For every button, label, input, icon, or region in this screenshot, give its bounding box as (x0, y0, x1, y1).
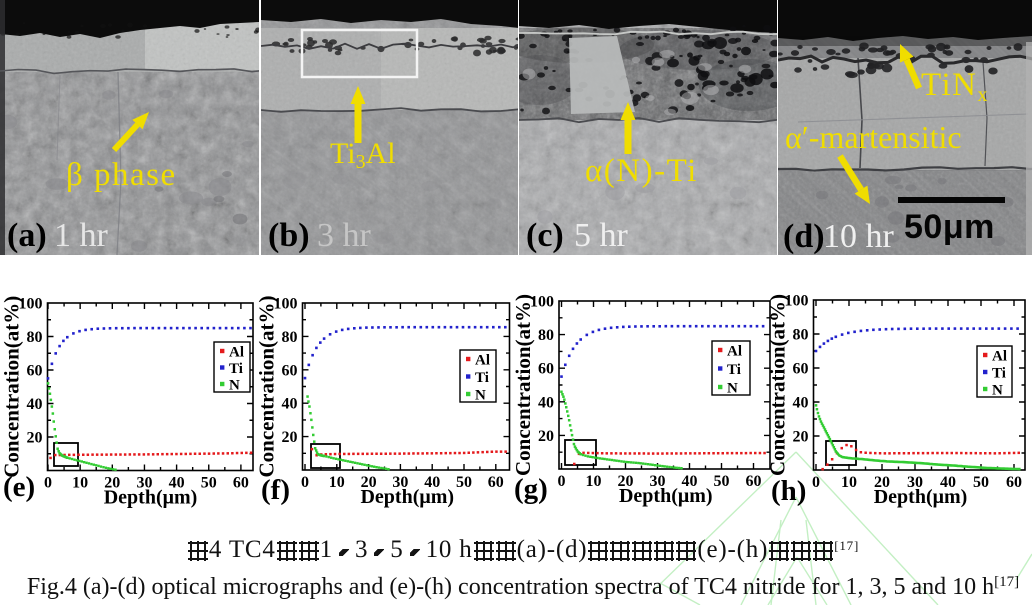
svg-text:30: 30 (907, 474, 923, 491)
svg-text:100: 100 (274, 296, 298, 313)
svg-text:(d): (d) (783, 218, 825, 255)
svg-text:Ti: Ti (475, 370, 489, 386)
svg-text:Al: Al (727, 344, 742, 360)
svg-text:50: 50 (201, 475, 217, 492)
svg-text:0: 0 (812, 474, 820, 491)
svg-text:Al: Al (229, 345, 244, 361)
svg-text:50μm: 50μm (904, 208, 995, 246)
svg-text:0: 0 (301, 474, 309, 491)
svg-text:40: 40 (793, 395, 809, 412)
svg-text:(g): (g) (514, 473, 548, 505)
svg-text:Depth(μm): Depth(μm) (104, 487, 198, 509)
svg-text:3 hr: 3 hr (317, 217, 372, 254)
svg-text:80: 80 (27, 329, 43, 346)
svg-text:60: 60 (538, 361, 554, 378)
svg-text:20: 20 (361, 474, 377, 491)
svg-text:30: 30 (136, 475, 152, 492)
svg-text:20: 20 (793, 429, 809, 446)
svg-text:Al: Al (475, 353, 490, 369)
svg-text:Ti: Ti (727, 362, 741, 378)
svg-text:Concentration(at%): Concentration(at%) (0, 296, 24, 478)
svg-text:0: 0 (44, 475, 52, 492)
svg-text:10: 10 (841, 474, 857, 491)
svg-text:40: 40 (27, 396, 43, 413)
svg-text:100: 100 (785, 293, 809, 310)
svg-text:60: 60 (488, 474, 504, 491)
svg-text:β phase: β phase (66, 157, 177, 193)
svg-text:(a): (a) (7, 217, 47, 254)
svg-text:60: 60 (746, 473, 762, 490)
svg-text:80: 80 (282, 329, 298, 346)
svg-text:20: 20 (27, 430, 43, 447)
svg-text:(b): (b) (268, 217, 310, 254)
svg-text:40: 40 (538, 394, 554, 411)
svg-text:100: 100 (19, 296, 43, 313)
svg-text:α′-martensitic: α′-martensitic (785, 119, 962, 155)
svg-text:40: 40 (682, 473, 698, 490)
svg-text:Ti: Ti (229, 361, 243, 377)
svg-text:N: N (475, 388, 486, 404)
svg-text:20: 20 (104, 475, 120, 492)
svg-text:Concentration(at%): Concentration(at%) (766, 294, 790, 476)
svg-text:50: 50 (714, 473, 730, 490)
svg-text:60: 60 (233, 475, 249, 492)
svg-text:50: 50 (973, 474, 989, 491)
svg-text:80: 80 (538, 327, 554, 344)
svg-text:TiNx: TiNx (921, 67, 989, 106)
svg-text:20: 20 (874, 474, 890, 491)
svg-text:60: 60 (282, 362, 298, 379)
svg-text:(h): (h) (771, 475, 806, 507)
svg-text:20: 20 (282, 429, 298, 446)
svg-text:20: 20 (618, 473, 634, 490)
svg-text:40: 40 (940, 474, 956, 491)
svg-text:10 hr: 10 hr (823, 218, 895, 255)
svg-text:(e): (e) (3, 471, 35, 503)
svg-text:10: 10 (329, 474, 345, 491)
svg-text:Depth(μm): Depth(μm) (360, 486, 454, 508)
svg-text:N: N (727, 381, 738, 397)
svg-text:20: 20 (538, 428, 554, 445)
svg-text:80: 80 (793, 327, 809, 344)
svg-text:100: 100 (530, 294, 554, 311)
svg-text:Al: Al (992, 349, 1007, 365)
svg-text:N: N (992, 383, 1003, 399)
svg-text:N: N (229, 378, 240, 394)
svg-text:60: 60 (1006, 474, 1022, 491)
svg-text:30: 30 (392, 474, 408, 491)
svg-text:5 hr: 5 hr (574, 217, 629, 254)
svg-text:0: 0 (558, 473, 566, 490)
svg-text:Ti3Al: Ti3Al (330, 137, 396, 173)
svg-text:60: 60 (793, 361, 809, 378)
svg-text:10: 10 (586, 473, 602, 490)
svg-text:1 hr: 1 hr (54, 217, 109, 254)
svg-text:Depth(μm): Depth(μm) (619, 485, 713, 507)
svg-text:10: 10 (72, 475, 88, 492)
svg-text:(c): (c) (526, 217, 564, 254)
svg-text:α(N)-Ti: α(N)-Ti (585, 153, 698, 189)
svg-text:50: 50 (456, 474, 472, 491)
svg-text:30: 30 (650, 473, 666, 490)
svg-text:Depth(μm): Depth(μm) (874, 486, 968, 508)
svg-text:Concentration(at%): Concentration(at%) (511, 294, 535, 476)
svg-text:60: 60 (27, 363, 43, 380)
svg-text:40: 40 (169, 475, 185, 492)
svg-text:Concentration(at%): Concentration(at%) (255, 296, 279, 478)
svg-text:40: 40 (282, 396, 298, 413)
svg-text:(f): (f) (261, 474, 290, 506)
svg-text:40: 40 (424, 474, 440, 491)
svg-text:Ti: Ti (992, 366, 1006, 382)
